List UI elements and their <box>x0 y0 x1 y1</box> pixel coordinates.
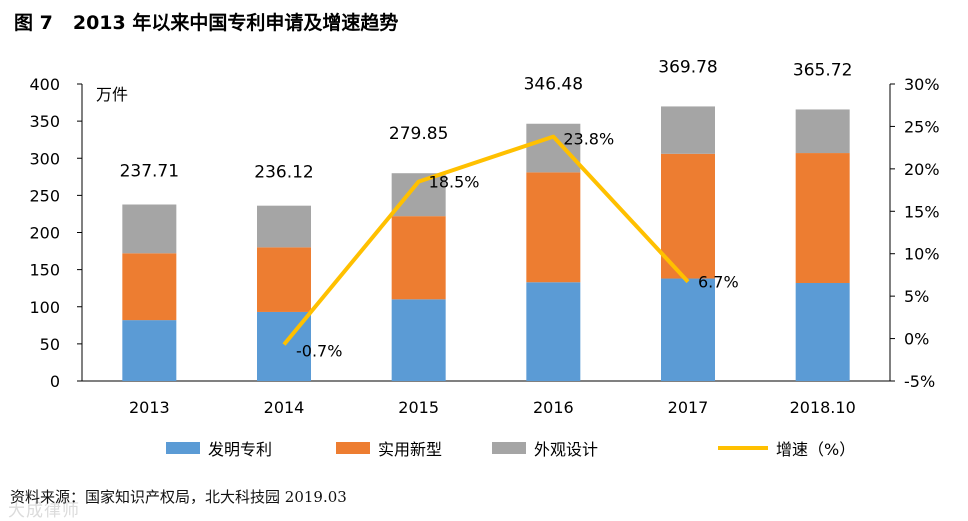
growth-data-label: 18.5% <box>429 173 480 192</box>
bar-segment-utility <box>526 172 580 282</box>
y-left-tick-label: 300 <box>29 149 60 168</box>
y-right-tick-label: 10% <box>904 245 940 264</box>
bar-segment-design <box>257 206 311 248</box>
y-left-tick-label: 0 <box>50 372 60 391</box>
bar-segment-utility <box>392 216 446 299</box>
bar-segment-invention <box>796 283 850 381</box>
bar-segment-utility <box>122 253 176 320</box>
y-left-tick-label: 200 <box>29 224 60 243</box>
growth-data-label: 6.7% <box>698 273 739 292</box>
x-tick-label: 2015 <box>398 398 439 417</box>
y-left-tick-label: 400 <box>29 75 60 94</box>
legend-label-invention: 发明专利 <box>208 436 272 460</box>
source-text: 资料来源：国家知识产权局，北大科技园 <box>10 488 280 506</box>
y-right-tick-label: -5% <box>904 372 935 391</box>
legend-swatch-growth <box>718 446 768 450</box>
x-tick-label: 2013 <box>129 398 170 417</box>
bar-segment-design <box>122 205 176 254</box>
y-left-tick-label: 350 <box>29 112 60 131</box>
legend-item-utility: 实用新型 <box>336 436 442 460</box>
y-right-tick-label: 25% <box>904 117 940 136</box>
bar-segment-design <box>796 109 850 153</box>
legend-item-growth: 增速（%） <box>718 436 855 460</box>
legend-swatch-design <box>492 442 526 454</box>
bar-segment-design <box>661 106 715 153</box>
bar-segment-invention <box>122 320 176 381</box>
legend-item-design: 外观设计 <box>492 436 598 460</box>
y-left-tick-label: 150 <box>29 261 60 280</box>
x-tick-label: 2018.10 <box>790 398 856 417</box>
source-note: 资料来源：国家知识产权局，北大科技园 2019.03 <box>10 486 347 507</box>
legend-label-utility: 实用新型 <box>378 436 442 460</box>
bar-total-label: 279.85 <box>389 124 448 144</box>
y-left-tick-label: 100 <box>29 298 60 317</box>
y-left-tick-label: 250 <box>29 186 60 205</box>
x-tick-label: 2016 <box>533 398 574 417</box>
x-tick-label: 2017 <box>668 398 709 417</box>
legend-item-invention: 发明专利 <box>166 436 272 460</box>
legend-swatch-invention <box>166 442 200 454</box>
y-right-tick-label: 20% <box>904 160 940 179</box>
bar-total-label: 236.12 <box>254 163 313 183</box>
bar-segment-invention <box>526 282 580 381</box>
growth-data-label: 23.8% <box>563 130 614 149</box>
legend-swatch-utility <box>336 442 370 454</box>
legend: 发明专利 实用新型 外观设计 增速（%） <box>0 436 968 460</box>
bar-segment-invention <box>661 279 715 381</box>
bar-total-label: 346.48 <box>524 75 583 95</box>
y-right-tick-label: 5% <box>904 287 929 306</box>
legend-label-growth: 增速（%） <box>776 436 855 460</box>
y-right-tick-label: 15% <box>904 202 940 221</box>
bar-segment-utility <box>796 153 850 283</box>
y-right-tick-label: 30% <box>904 75 940 94</box>
y-right-tick-label: 0% <box>904 330 929 349</box>
x-tick-label: 2014 <box>264 398 305 417</box>
y-left-tick-label: 50 <box>40 335 60 354</box>
growth-line <box>284 137 688 345</box>
legend-label-design: 外观设计 <box>534 436 598 460</box>
bar-segment-utility <box>257 247 311 312</box>
y-unit-label: 万件 <box>96 85 128 104</box>
growth-data-label: -0.7% <box>296 342 342 361</box>
bar-segment-invention <box>392 299 446 381</box>
source-date: 2019.03 <box>285 488 347 506</box>
bar-total-label: 369.78 <box>658 57 717 77</box>
bar-total-label: 237.71 <box>120 162 179 182</box>
bar-total-label: 365.72 <box>793 60 852 80</box>
